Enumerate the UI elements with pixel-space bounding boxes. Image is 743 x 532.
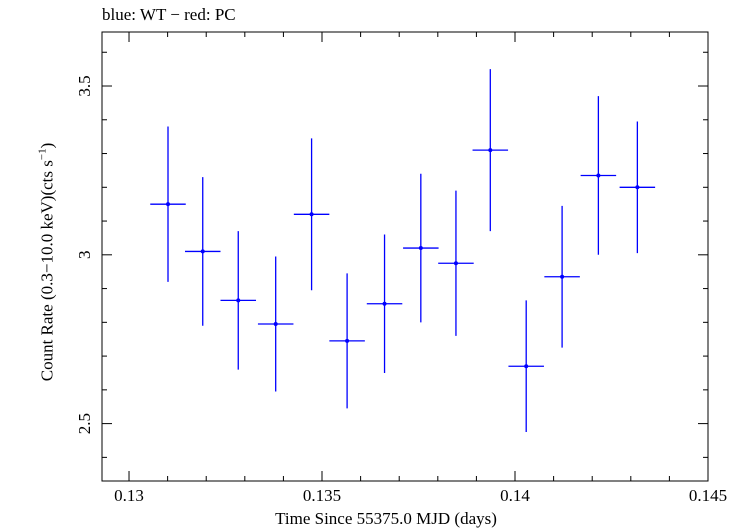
data-marker <box>382 301 387 306</box>
data-marker <box>596 173 601 178</box>
data-point <box>472 69 509 232</box>
data-point <box>366 234 403 373</box>
data-marker <box>418 246 423 251</box>
data-point <box>220 231 257 370</box>
data-marker <box>560 274 565 279</box>
data-point <box>544 205 580 348</box>
data-marker <box>273 322 278 327</box>
x-axis-label: Time Since 55375.0 MJD (days) <box>275 509 497 528</box>
data-point <box>329 273 365 409</box>
data-marker <box>166 202 171 207</box>
axis-tick-labels: 0.13 0.135 0.14 0.145 2.5 3 3.5 <box>75 75 727 505</box>
data-marker <box>453 261 458 266</box>
x-tick-label: 0.13 <box>114 486 144 505</box>
y-tick-label: 2.5 <box>75 413 94 434</box>
data-marker <box>309 212 314 217</box>
data-marker <box>345 338 350 343</box>
data-point <box>184 177 221 326</box>
data-point <box>438 190 474 336</box>
x-tick-label: 0.145 <box>689 486 727 505</box>
data-point <box>293 138 330 291</box>
axis-ticks <box>102 32 709 481</box>
data-marker <box>635 185 640 190</box>
x-tick-label: 0.135 <box>303 486 341 505</box>
plot-frame <box>101 31 709 482</box>
data-point <box>150 126 186 282</box>
x-tick-label: 0.14 <box>500 486 530 505</box>
data-marker <box>236 298 241 303</box>
data-point <box>403 173 439 323</box>
chart-title: blue: WT − red: PC <box>102 5 236 24</box>
data-point <box>508 300 544 433</box>
data-point <box>257 256 294 392</box>
data-point <box>619 121 656 254</box>
y-tick-label: 3 <box>75 251 94 259</box>
y-tick-label: 3.5 <box>75 75 94 96</box>
y-axis-label: Count Rate (0.3−10.0 keV)(cts s−1) <box>36 142 57 382</box>
data-point <box>580 96 617 255</box>
data-marker <box>488 148 493 153</box>
data-points <box>150 69 656 433</box>
data-marker <box>524 364 529 369</box>
data-marker <box>200 249 205 254</box>
